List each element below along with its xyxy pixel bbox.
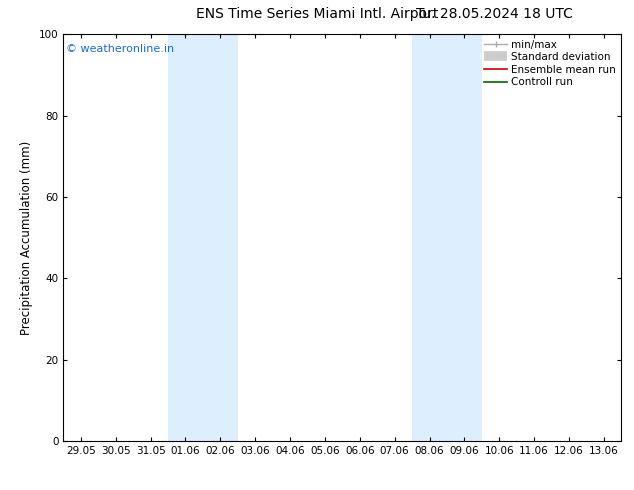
Bar (168, 34, 238, 441)
Text: Tu. 28.05.2024 18 UTC: Tu. 28.05.2024 18 UTC (416, 7, 573, 22)
Text: ENS Time Series Miami Intl. Airport: ENS Time Series Miami Intl. Airport (196, 7, 438, 22)
Y-axis label: Precipitation Accumulation (mm): Precipitation Accumulation (mm) (20, 141, 34, 335)
Bar (412, 34, 482, 441)
Legend: min/max, Standard deviation, Ensemble mean run, Controll run: min/max, Standard deviation, Ensemble me… (482, 37, 618, 89)
Text: © weatheronline.in: © weatheronline.in (66, 45, 174, 54)
